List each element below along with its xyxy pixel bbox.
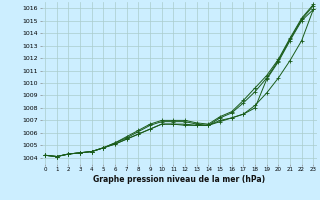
X-axis label: Graphe pression niveau de la mer (hPa): Graphe pression niveau de la mer (hPa) [93, 175, 265, 184]
